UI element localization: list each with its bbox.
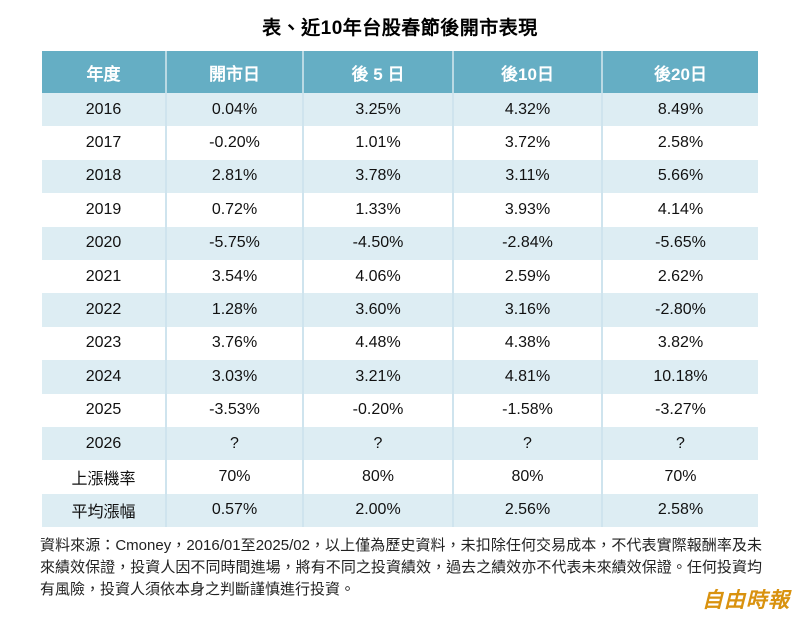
- value-cell: -4.50%: [302, 226, 453, 260]
- table-row: 2026 ? ? ? ?: [42, 426, 758, 461]
- value-cell: 2.58%: [601, 126, 758, 160]
- value-cell: ?: [165, 426, 303, 461]
- value-cell: 4.32%: [452, 93, 602, 127]
- value-cell: -1.58%: [452, 393, 602, 427]
- row-label-cell: 2020: [42, 226, 166, 260]
- row-label-cell: 2024: [42, 360, 166, 394]
- row-label-cell: 2026: [42, 426, 166, 461]
- value-cell: 3.82%: [601, 326, 758, 361]
- value-cell: 3.11%: [452, 159, 602, 194]
- value-cell: 2.56%: [452, 493, 602, 528]
- column-header-after-5-days: 後 5 日: [302, 51, 453, 93]
- value-cell: ?: [601, 426, 758, 461]
- value-cell: ?: [302, 426, 453, 461]
- row-label-cell: 2023: [42, 326, 166, 361]
- column-header-after-20-days: 後20日: [601, 51, 758, 93]
- row-label-cell: 2025: [42, 393, 166, 427]
- value-cell: 3.60%: [302, 293, 453, 327]
- row-label-cell: 2018: [42, 159, 166, 194]
- table-body: 2016 0.04% 3.25% 4.32% 8.49% 2017 -0.20%…: [42, 93, 758, 528]
- row-label-cell: 2022: [42, 293, 166, 327]
- value-cell: -2.80%: [601, 293, 758, 327]
- value-cell: 2.00%: [302, 493, 453, 528]
- value-cell: 70%: [601, 460, 758, 494]
- value-cell: 0.72%: [165, 193, 303, 227]
- value-cell: -5.75%: [165, 226, 303, 260]
- value-cell: -3.53%: [165, 393, 303, 427]
- value-cell: -5.65%: [601, 226, 758, 260]
- column-header-year: 年度: [42, 51, 166, 93]
- value-cell: 3.16%: [452, 293, 602, 327]
- value-cell: 4.38%: [452, 326, 602, 361]
- value-cell: 10.18%: [601, 360, 758, 394]
- table-row: 2021 3.54% 4.06% 2.59% 2.62%: [42, 259, 758, 294]
- table-row: 2019 0.72% 1.33% 3.93% 4.14%: [42, 193, 758, 227]
- row-label-cell: 平均漲幅: [42, 493, 166, 528]
- value-cell: -3.27%: [601, 393, 758, 427]
- table-row: 2020 -5.75% -4.50% -2.84% -5.65%: [42, 226, 758, 260]
- value-cell: 2.59%: [452, 259, 602, 294]
- value-cell: 2.81%: [165, 159, 303, 194]
- row-label-cell: 2016: [42, 93, 166, 127]
- value-cell: 4.48%: [302, 326, 453, 361]
- value-cell: 8.49%: [601, 93, 758, 127]
- table-row: 2016 0.04% 3.25% 4.32% 8.49%: [42, 93, 758, 127]
- table-row: 2018 2.81% 3.78% 3.11% 5.66%: [42, 159, 758, 194]
- row-label-cell: 上漲機率: [42, 460, 166, 494]
- row-label-cell: 2021: [42, 259, 166, 294]
- value-cell: 3.21%: [302, 360, 453, 394]
- value-cell: 2.62%: [601, 259, 758, 294]
- source-disclaimer: 資料來源：Cmoney，2016/01至2025/02，以上僅為歷史資料，未扣除…: [40, 537, 762, 599]
- table-row: 2023 3.76% 4.48% 4.38% 3.82%: [42, 326, 758, 361]
- value-cell: 3.03%: [165, 360, 303, 394]
- value-cell: 3.72%: [452, 126, 602, 160]
- table-row-win-rate: 上漲機率 70% 80% 80% 70%: [42, 460, 758, 494]
- value-cell: -0.20%: [302, 393, 453, 427]
- value-cell: ?: [452, 426, 602, 461]
- column-header-after-10-days: 後10日: [452, 51, 602, 93]
- column-header-opening-day: 開市日: [165, 51, 303, 93]
- header-row: 年度 開市日 後 5 日 後10日 後20日: [42, 51, 758, 93]
- row-label-cell: 2017: [42, 126, 166, 160]
- performance-table: 年度 開市日 後 5 日 後10日 後20日 2016 0.04% 3.25% …: [42, 51, 758, 528]
- value-cell: 1.28%: [165, 293, 303, 327]
- value-cell: 3.78%: [302, 159, 453, 194]
- value-cell: 4.81%: [452, 360, 602, 394]
- table-row-average-gain: 平均漲幅 0.57% 2.00% 2.56% 2.58%: [42, 493, 758, 528]
- table-row: 2025 -3.53% -0.20% -1.58% -3.27%: [42, 393, 758, 427]
- table-row: 2022 1.28% 3.60% 3.16% -2.80%: [42, 293, 758, 327]
- watermark-liberty-times: 自由時報: [702, 587, 790, 612]
- value-cell: 4.14%: [601, 193, 758, 227]
- value-cell: 3.93%: [452, 193, 602, 227]
- value-cell: 4.06%: [302, 259, 453, 294]
- value-cell: -2.84%: [452, 226, 602, 260]
- value-cell: 0.04%: [165, 93, 303, 127]
- value-cell: 3.25%: [302, 93, 453, 127]
- value-cell: 80%: [452, 460, 602, 494]
- value-cell: 1.33%: [302, 193, 453, 227]
- row-label-cell: 2019: [42, 193, 166, 227]
- value-cell: -0.20%: [165, 126, 303, 160]
- value-cell: 0.57%: [165, 493, 303, 528]
- value-cell: 1.01%: [302, 126, 453, 160]
- table-row: 2024 3.03% 3.21% 4.81% 10.18%: [42, 360, 758, 394]
- page-title: 表、近10年台股春節後開市表現: [262, 18, 538, 39]
- value-cell: 5.66%: [601, 159, 758, 194]
- value-cell: 70%: [165, 460, 303, 494]
- value-cell: 3.76%: [165, 326, 303, 361]
- value-cell: 3.54%: [165, 259, 303, 294]
- value-cell: 80%: [302, 460, 453, 494]
- value-cell: 2.58%: [601, 493, 758, 528]
- table-row: 2017 -0.20% 1.01% 3.72% 2.58%: [42, 126, 758, 160]
- table-header: 年度 開市日 後 5 日 後10日 後20日: [42, 51, 758, 93]
